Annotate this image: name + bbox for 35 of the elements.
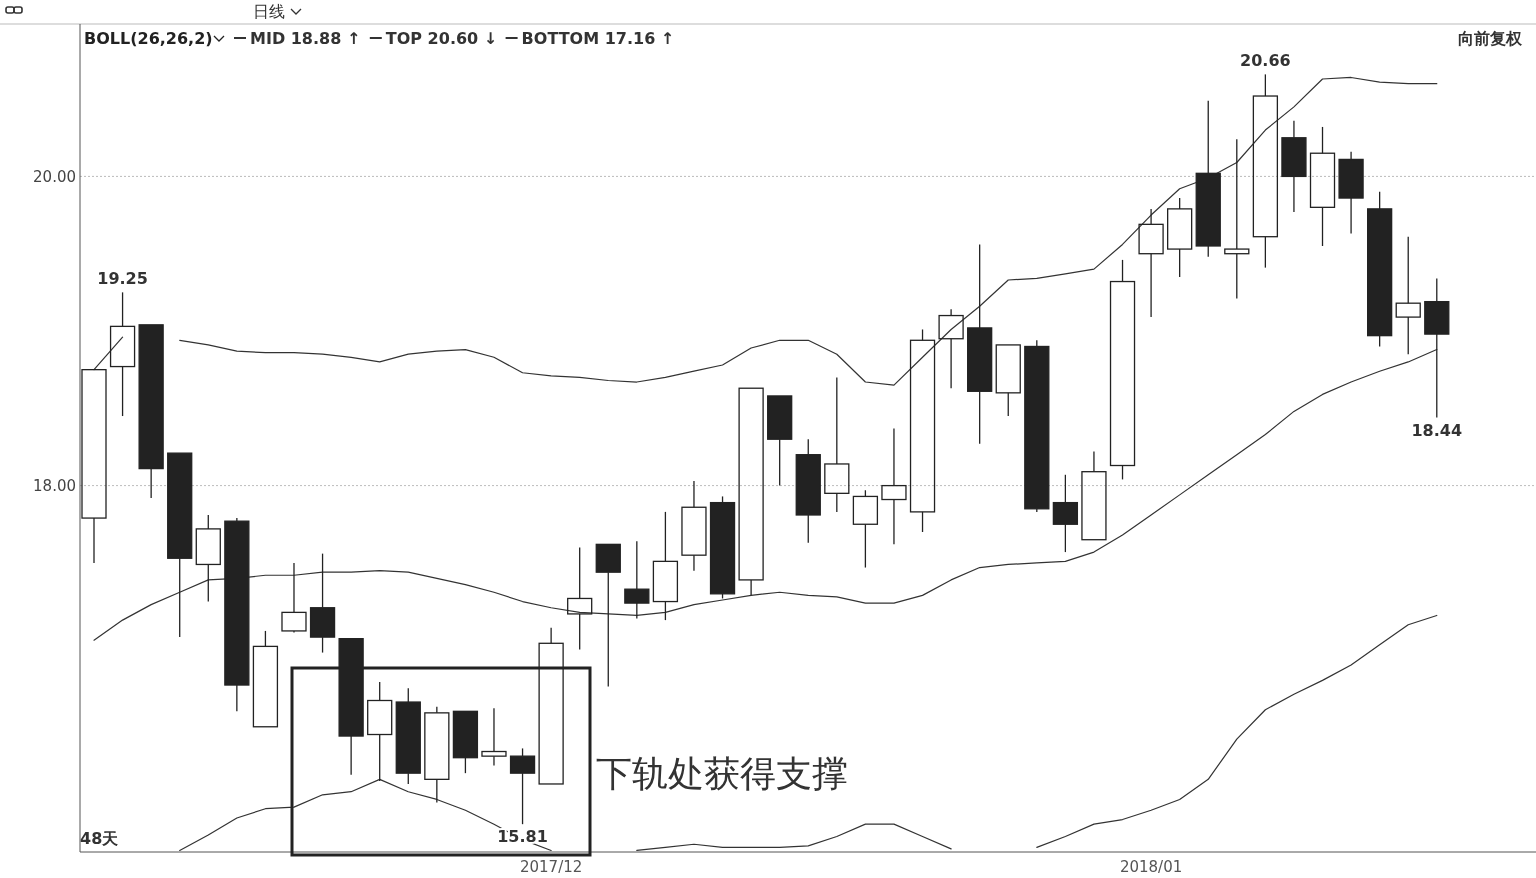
candlestick (1281, 120, 1307, 213)
annotation: 48天 (80, 829, 120, 848)
x-tick-label: 2018/01 (1119, 858, 1183, 876)
candlestick (1424, 277, 1450, 419)
candlestick (1395, 236, 1421, 355)
legend-label: TOP 20.60 ↓ (385, 29, 498, 48)
candlestick (824, 376, 850, 513)
y-tick-label: 20.00 (33, 167, 76, 186)
candlestick (109, 291, 136, 417)
y-tick-label: 18.00 (33, 476, 76, 495)
candlestick (567, 546, 593, 651)
candlestick (1309, 126, 1336, 247)
candlestick (224, 517, 250, 712)
x-tick-label: 2017/12 (519, 858, 583, 876)
candlestick (1052, 474, 1079, 553)
candlestick (681, 480, 707, 572)
candlestick (481, 707, 507, 767)
annotation: 18.44 (1411, 420, 1463, 440)
chart-subtitle: 日线 (253, 2, 285, 21)
candlestick (652, 511, 679, 621)
candlestick (938, 308, 964, 389)
legend-title: BOLL(26,26,2) (84, 29, 213, 48)
candlestick (1224, 138, 1250, 300)
annotation: 20.66 (1240, 51, 1291, 71)
candlestick (1138, 208, 1164, 318)
annotation: 19.25 (97, 269, 148, 289)
candlestick (1338, 151, 1364, 235)
legend-label: MID 18.88 ↑ (250, 29, 361, 48)
candlestick (367, 681, 393, 782)
annotation: 下轨处获得支撑 (596, 753, 848, 794)
legend-label: BOTTOM 17.16 ↑ (521, 29, 675, 48)
candlestick (967, 243, 993, 445)
text: 向前复权 (1458, 29, 1523, 48)
candlestick (1252, 73, 1279, 269)
candlestick (881, 427, 907, 545)
